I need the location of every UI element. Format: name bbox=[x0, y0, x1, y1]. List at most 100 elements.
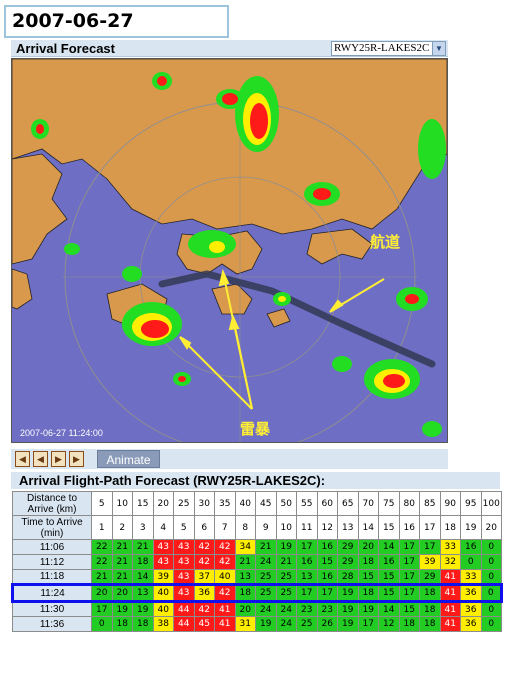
forecast-row-cell: 45 bbox=[193, 616, 215, 632]
forecast-row-cell: 22 bbox=[91, 554, 113, 570]
forecast-row-cell: 15 bbox=[378, 569, 400, 585]
distance-row-cell: 70 bbox=[357, 491, 379, 516]
forecast-row-cell: 36 bbox=[460, 583, 482, 603]
forecast-row-cell: 19 bbox=[111, 601, 133, 617]
distance-row: Distance to Arrive (km) 5 10 15 20 25 30 35 40 45… bbox=[12, 491, 502, 516]
minutes-row-cell: 6 bbox=[193, 515, 215, 540]
forecast-row-cell: 16 bbox=[460, 539, 482, 555]
forecast-row-cell: 36 bbox=[460, 601, 482, 617]
forecast-row-label: 11:30 bbox=[12, 601, 92, 617]
forecast-row-cell: 13 bbox=[296, 569, 318, 585]
distance-row-cell: 35 bbox=[214, 491, 236, 516]
minutes-row-cell: 7 bbox=[214, 515, 236, 540]
forecast-row-cell: 18 bbox=[132, 554, 154, 570]
forecast-row-cell: 24 bbox=[255, 601, 277, 617]
forecast-row-cell: 21 bbox=[234, 554, 256, 570]
forecast-row-cell: 16 bbox=[316, 569, 338, 585]
forecast-row-cell: 0 bbox=[460, 554, 482, 570]
distance-row-cell: 20 bbox=[152, 491, 174, 516]
arrival-forecast-title: Arrival Forecast bbox=[16, 41, 115, 56]
annotation-arrows bbox=[179, 268, 385, 410]
next-frame-icon[interactable]: ▶ bbox=[69, 451, 84, 467]
forecast-row-cell: 15 bbox=[398, 601, 420, 617]
forecast-row-cell: 40 bbox=[152, 583, 174, 603]
forecast-row-cell: 42 bbox=[214, 554, 236, 570]
forecast-row-cell: 18 bbox=[357, 583, 379, 603]
storm-annotation: 雷暴 bbox=[240, 420, 271, 438]
distance-row-cell: 90 bbox=[439, 491, 461, 516]
distance-row-cell: 50 bbox=[275, 491, 297, 516]
forecast-row-cell: 33 bbox=[460, 569, 482, 585]
forecast-row-cell: 23 bbox=[316, 601, 338, 617]
forecast-row-cell: 21 bbox=[275, 554, 297, 570]
distance-row-cell: 45 bbox=[255, 491, 277, 516]
forecast-row-cell: 44 bbox=[173, 616, 195, 632]
distance-row-cell: 85 bbox=[419, 491, 441, 516]
forecast-row-cell: 43 bbox=[152, 539, 174, 555]
forecast-row-cell: 32 bbox=[439, 554, 461, 570]
forecast-row-cell: 43 bbox=[173, 583, 195, 603]
forecast-row-cell: 25 bbox=[275, 583, 297, 603]
forecast-row-cell: 17 bbox=[398, 554, 420, 570]
forecast-row-cell: 14 bbox=[132, 569, 154, 585]
forecast-row-label: 11:24 bbox=[11, 583, 92, 603]
minutes-row-cell: 5 bbox=[173, 515, 195, 540]
minutes-row-cell: 9 bbox=[255, 515, 277, 540]
animation-controls: ◀ ◀ ▶ ▶ Animate bbox=[11, 449, 448, 469]
forecast-row-cell: 19 bbox=[255, 616, 277, 632]
forecast-row: 11:30 17 19 19 40 44 42 41 20 24 24 23 23 19 19 14 15 18 4… bbox=[12, 601, 502, 617]
forecast-row-cell: 18 bbox=[132, 616, 154, 632]
forecast-row-cell: 43 bbox=[173, 554, 195, 570]
forecast-row-cell: 18 bbox=[357, 554, 379, 570]
radar-map: 航道 雷暴 2007-06-27 11:24:00 bbox=[11, 58, 448, 443]
forecast-row-cell: 41 bbox=[214, 616, 236, 632]
forecast-row-cell: 25 bbox=[255, 569, 277, 585]
forecast-row-cell: 31 bbox=[234, 616, 256, 632]
forecast-row-cell: 17 bbox=[296, 539, 318, 555]
forecast-row-cell: 42 bbox=[193, 601, 215, 617]
distance-row-cell: 60 bbox=[316, 491, 338, 516]
minutes-row-cell: 18 bbox=[439, 515, 461, 540]
forecast-row-cell: 42 bbox=[214, 583, 236, 603]
route-select[interactable]: RWY25R-LAKES2C ▼ bbox=[331, 41, 446, 56]
animate-button[interactable]: Animate bbox=[97, 450, 160, 468]
distance-row-cell: 30 bbox=[193, 491, 215, 516]
forecast-table-title: Arrival Flight-Path Forecast (RWY25R-LAK… bbox=[11, 472, 500, 489]
forecast-row-cell: 43 bbox=[173, 569, 195, 585]
distance-row-cell: 15 bbox=[132, 491, 154, 516]
first-frame-icon[interactable]: ◀ bbox=[15, 451, 30, 467]
forecast-row-cell: 36 bbox=[193, 583, 215, 603]
forecast-row-cell: 17 bbox=[296, 583, 318, 603]
distance-row-cell: 10 bbox=[111, 491, 133, 516]
forecast-row-label: 11:36 bbox=[12, 616, 92, 632]
forecast-row-cell: 41 bbox=[439, 616, 461, 632]
map-timestamp: 2007-06-27 11:24:00 bbox=[20, 428, 103, 438]
forecast-row-cell: 34 bbox=[234, 539, 256, 555]
distance-row-cell: 40 bbox=[234, 491, 256, 516]
forecast-row-cell: 21 bbox=[111, 539, 133, 555]
distance-row-cell: 65 bbox=[337, 491, 359, 516]
forecast-row-cell: 14 bbox=[378, 539, 400, 555]
forecast-row: 11:06 22 21 21 43 43 42 42 34 21 19 17 16 29 20 14 17 17 3… bbox=[12, 539, 502, 555]
prev-frame-icon[interactable]: ◀ bbox=[33, 451, 48, 467]
forecast-row-label: 11:06 bbox=[12, 539, 92, 555]
route-annotation: 航道 bbox=[370, 233, 400, 251]
forecast-row-cell: 17 bbox=[398, 539, 420, 555]
minutes-row-cell: 17 bbox=[419, 515, 441, 540]
forecast-row-cell: 41 bbox=[439, 601, 461, 617]
forecast-row-cell: 15 bbox=[378, 583, 400, 603]
forecast-row-cell: 40 bbox=[152, 601, 174, 617]
forecast-row-cell: 13 bbox=[132, 583, 154, 603]
arrival-forecast-header: Arrival Forecast RWY25R-LAKES2C ▼ bbox=[11, 40, 448, 57]
forecast-row-cell: 36 bbox=[460, 616, 482, 632]
forecast-row-cell: 43 bbox=[152, 554, 174, 570]
distance-row-cell: 55 bbox=[296, 491, 318, 516]
land-east bbox=[306, 228, 373, 265]
forecast-row-cell: 19 bbox=[357, 601, 379, 617]
distance-row-cell: 100 bbox=[480, 491, 502, 516]
forecast-row-cell: 16 bbox=[378, 554, 400, 570]
forecast-row-cell: 41 bbox=[439, 569, 461, 585]
play-icon[interactable]: ▶ bbox=[51, 451, 66, 467]
forecast-row-cell: 19 bbox=[275, 539, 297, 555]
chevron-down-icon[interactable]: ▼ bbox=[432, 42, 445, 55]
